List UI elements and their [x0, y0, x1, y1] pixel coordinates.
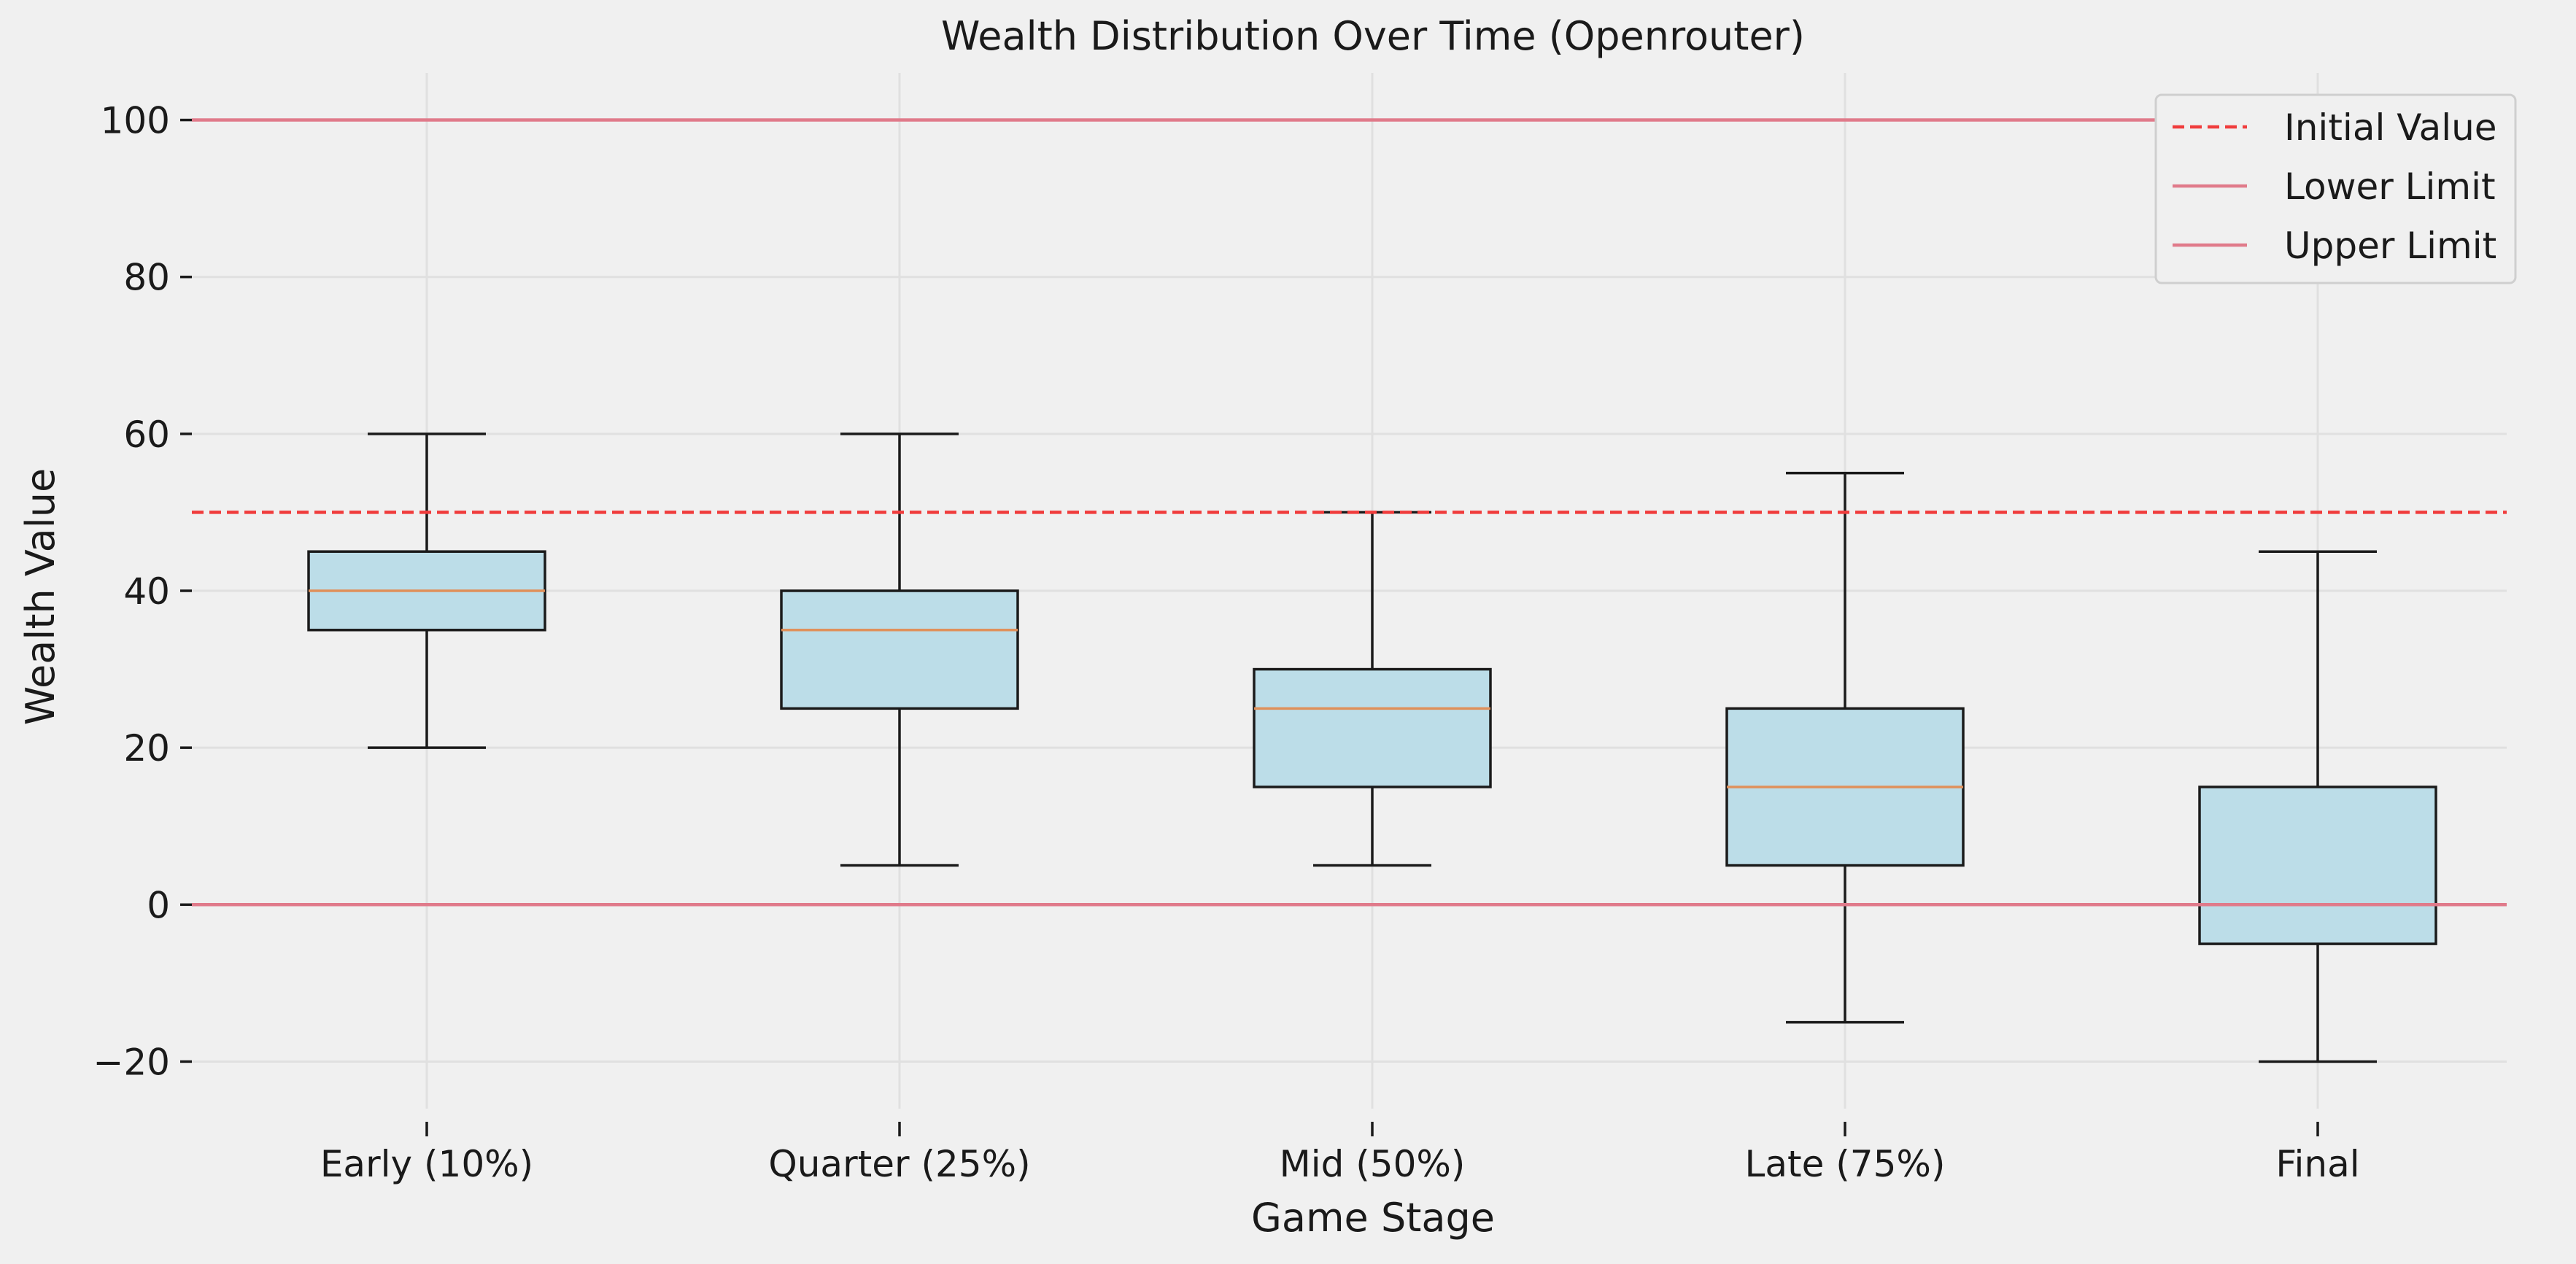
y-tick-label-6: 100: [101, 100, 170, 142]
legend-label-1: Lower Limit: [2284, 166, 2496, 208]
y-tick-label-1: 0: [147, 884, 170, 926]
x-tick-label-3: Late (75%): [1745, 1143, 1946, 1185]
legend-frame: [2154, 93, 2517, 284]
box-1: [780, 433, 1019, 867]
x-tick-label-4: Final: [2275, 1143, 2359, 1185]
iqr-box-4: [2198, 786, 2437, 945]
y-axis-title: Wealth Value: [18, 468, 63, 725]
reference-lines-top: [192, 118, 2507, 907]
y-tick-label-2: 20: [123, 727, 170, 769]
x-tick-label-1: Quarter (25%): [768, 1143, 1030, 1185]
y-tick-label-3: 40: [123, 570, 170, 613]
y-tick-label-4: 60: [123, 414, 170, 456]
x-tick-label-0: Early (10%): [320, 1143, 533, 1185]
legend-label-0: Initial Value: [2284, 106, 2497, 149]
axes-layer: −20 0 20 40 60 80 100 Early (10%) Quarter (25%) M…: [93, 100, 2359, 1185]
iqr-box-2: [1253, 667, 1492, 788]
box-3: [1725, 471, 1965, 1024]
legend-label-2: Upper Limit: [2284, 225, 2496, 267]
box-2: [1253, 511, 1492, 867]
chart-title: Wealth Distribution Over Time (Openroute…: [941, 13, 1805, 59]
boxes-layer: [307, 433, 2437, 1063]
x-tick-label-2: Mid (50%): [1280, 1143, 1466, 1185]
iqr-box-1: [780, 589, 1019, 710]
x-axis-title: Game Stage: [1251, 1195, 1495, 1241]
legend: Initial Value Lower Limit Upper Limit: [2154, 93, 2517, 284]
box-4: [2198, 550, 2437, 1063]
y-tick-label-0: −20: [93, 1041, 170, 1083]
box-0: [307, 433, 546, 749]
y-tick-label-5: 80: [123, 257, 170, 299]
